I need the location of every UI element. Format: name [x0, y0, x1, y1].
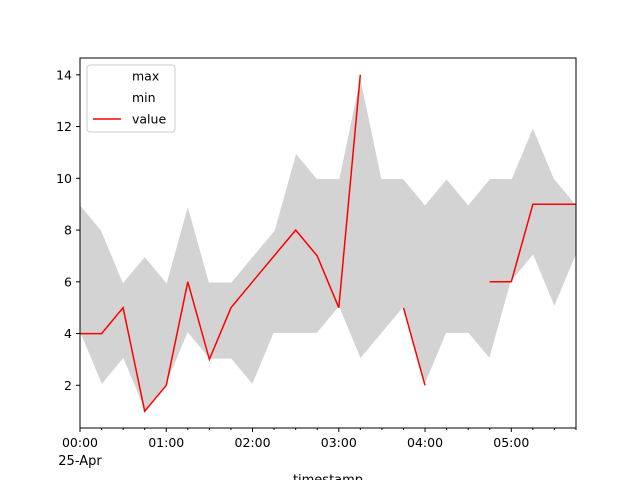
x-tick-label: 05:00	[493, 435, 529, 450]
legend-box	[86, 64, 176, 133]
max-line	[79, 74, 577, 284]
y-tick-label: 4	[64, 326, 72, 341]
legend-label-max: max	[132, 69, 159, 84]
value-line-segment-1	[402, 307, 426, 386]
min-max-band	[80, 74, 576, 412]
x-tick-label: 01:00	[148, 435, 184, 450]
value-line-segment-2	[489, 203, 576, 283]
x-date-label: 25-Apr	[58, 454, 102, 469]
y-tick-label: 6	[64, 274, 72, 289]
legend: max min value	[86, 64, 176, 133]
value-line-segment-0	[80, 74, 362, 413]
x-tick-label: 03:00	[321, 435, 357, 450]
y-tick-label: 10	[56, 171, 72, 186]
y-tick-label: 2	[64, 378, 72, 393]
y-tick-label: 12	[56, 119, 72, 134]
plot-frame	[79, 57, 577, 429]
x-tick-label: 02:00	[235, 435, 271, 450]
x-axis-label: timestamp	[293, 473, 363, 480]
x-tick-label: 04:00	[407, 435, 443, 450]
y-tick-label: 8	[64, 223, 72, 238]
y-tick-label: 14	[56, 67, 72, 82]
legend-label-min: min	[132, 90, 156, 105]
x-tick-label: 00:00	[62, 435, 98, 450]
legend-label-value: value	[132, 112, 166, 127]
